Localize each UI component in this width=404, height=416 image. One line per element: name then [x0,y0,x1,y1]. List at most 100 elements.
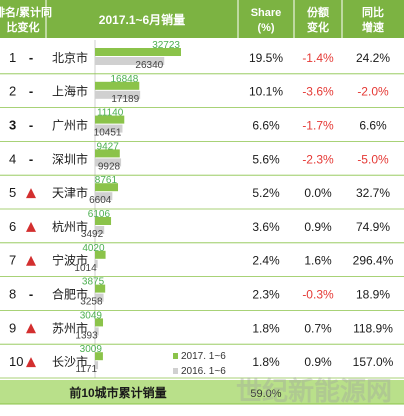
yoy-value: 32.7% [356,186,390,200]
city-name: 苏州市 [52,320,88,335]
yoy-value: 118.9% [353,321,393,335]
rank-up-icon [26,188,36,199]
value-label-2016: 1014 [74,263,97,274]
yoy-value: 157.0% [353,355,394,369]
city-name: 上海市 [52,84,88,99]
rank-change-dash: - [29,50,33,65]
value-label-2016: 1171 [76,364,98,375]
yoy-value: 24.2% [356,51,390,65]
value-label-2017: 11140 [97,108,124,119]
bar-2016 [95,90,141,99]
share-change-value: 0.0% [304,186,332,200]
share-change-value: -0.3% [302,288,334,302]
rank-number: 1 [9,50,16,65]
bar-2017 [95,115,125,124]
share-value: 10.1% [249,85,283,99]
rank-number: 10 [9,354,23,369]
value-label-2017: 4020 [82,243,105,254]
legend-label-2017: 2017. 1~6 [181,351,226,362]
value-label-2016: 3258 [80,297,103,308]
value-label-2016: 3492 [81,229,104,240]
yoy-value: -2.0% [357,85,389,99]
bar-2016 [95,293,104,302]
city-name: 天津市 [52,185,88,200]
legend-label-2016: 2016. 1~6 [181,366,226,377]
bar-2016 [95,158,122,167]
legend-swatch-2016 [173,368,178,374]
value-label-2017: 3875 [82,277,105,288]
share-change-value: -3.6% [302,85,334,99]
rank-change-dash: - [29,151,33,166]
bar-2017 [95,318,104,327]
bar-2016 [95,57,165,65]
share-change-value: 0.7% [304,321,332,335]
value-label-2017: 9427 [97,141,120,152]
rank-number: 6 [9,219,16,234]
value-label-2017: 3009 [80,344,103,355]
city-name: 长沙市 [52,354,88,369]
bar-2017 [95,149,120,158]
city-name: 广州市 [52,118,88,133]
watermark: 世纪新能源网 [236,376,392,406]
share-change-value: 1.6% [304,254,332,268]
bar-2016 [95,124,123,133]
bar-2016 [95,226,105,234]
share-value: 6.6% [252,119,280,133]
city-name: 宁波市 [52,253,88,268]
rank-number: 2 [9,84,16,99]
header-rank-line2: 比变化 [7,20,40,34]
city-name: 北京市 [52,50,88,65]
value-label-2017: 8761 [95,175,118,186]
value-label-2017: 32723 [152,40,180,51]
header-share-line2: (%) [257,22,274,34]
value-label-2016: 26340 [135,60,163,71]
rank-up-icon [26,255,36,266]
rank-change-dash: - [29,118,33,133]
rank-change-dash: - [29,287,33,302]
value-label-2016: 17189 [111,94,139,105]
value-label-2017: 3049 [80,310,103,321]
header-yoy-line2: 增速 [362,20,384,34]
share-change-value: -1.7% [302,119,334,133]
yoy-value: 18.9% [356,288,390,302]
rank-number: 9 [9,320,16,335]
footer-share: 59.0% [250,388,281,400]
yoy-value: 6.6% [359,119,387,133]
share-change-value: -1.4% [302,51,334,65]
legend-swatch-2017 [173,353,178,359]
header-share-change-line2: 变化 [307,20,329,34]
bar-2017 [95,217,112,225]
share-change-value: 0.9% [304,355,332,369]
header-sales: 2017.1~6月销量 [99,12,185,27]
city-name: 深圳市 [52,151,88,166]
value-label-2016: 1393 [75,330,98,341]
rank-up-icon [26,221,36,232]
footer-band [0,380,404,404]
share-change-value: -2.3% [302,152,334,166]
share-value: 2.3% [252,288,280,302]
value-label-2017: 6106 [88,209,111,220]
bar-2017 [95,352,103,361]
rank-number: 5 [9,185,16,200]
city-name: 杭州市 [52,219,88,234]
value-label-2016: 10451 [94,128,122,139]
share-value: 1.8% [252,321,280,335]
yoy-value: -5.0% [357,152,389,166]
rank-number: 7 [9,253,16,268]
rank-number: 4 [9,151,16,166]
value-label-2016: 6604 [89,195,112,206]
yoy-value: 296.4% [353,254,394,268]
bar-2017 [95,250,106,259]
header-yoy-line1: 同比 [362,5,384,19]
footer-label: 前10城市累计销量 [69,385,166,400]
rank-change-dash: - [29,84,33,99]
share-value: 3.6% [252,220,280,234]
share-value: 5.6% [252,152,280,166]
rank-number: 8 [9,287,16,302]
share-change-value: 0.9% [304,220,332,234]
value-label-2017: 16848 [110,74,138,85]
share-value: 2.4% [252,254,280,268]
header-band [0,0,404,38]
